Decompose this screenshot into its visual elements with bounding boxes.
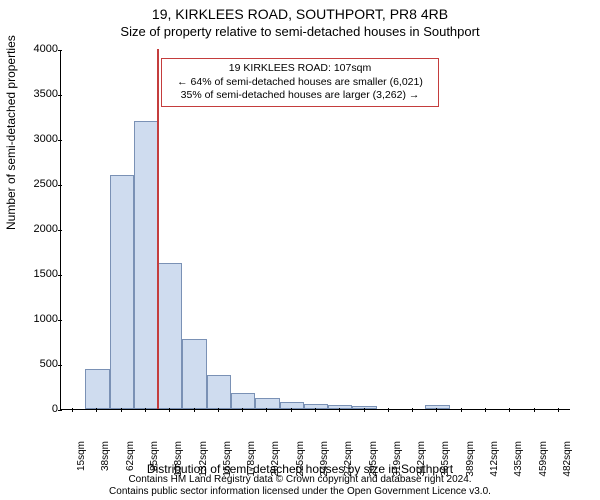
bar xyxy=(182,339,206,409)
x-tick-label: 155sqm xyxy=(222,441,233,481)
bar xyxy=(352,406,376,409)
x-tick-mark xyxy=(461,408,462,412)
x-tick-mark xyxy=(145,408,146,412)
x-tick-label: 319sqm xyxy=(392,441,403,481)
x-tick-label: 62sqm xyxy=(125,441,136,481)
annotation-line: ← 64% of semi-detached houses are smalle… xyxy=(168,76,432,90)
y-tick-label: 500 xyxy=(32,358,58,370)
annotation-box: 19 KIRKLEES ROAD: 107sqm ← 64% of semi-d… xyxy=(161,58,439,107)
page-title: 19, KIRKLEES ROAD, SOUTHPORT, PR8 4RB xyxy=(0,0,600,22)
bar xyxy=(425,405,449,409)
x-tick-label: 295sqm xyxy=(368,441,379,481)
y-tick-mark xyxy=(58,275,62,276)
x-tick-mark xyxy=(121,408,122,412)
bar xyxy=(231,393,255,409)
y-tick-label: 3000 xyxy=(32,133,58,145)
y-tick-label: 1000 xyxy=(32,313,58,325)
x-tick-label: 225sqm xyxy=(295,441,306,481)
bar xyxy=(328,405,352,409)
x-tick-label: 178sqm xyxy=(246,441,257,481)
x-tick-mark xyxy=(558,408,559,412)
annotation-line: 19 KIRKLEES ROAD: 107sqm xyxy=(168,62,432,76)
y-tick-mark xyxy=(58,140,62,141)
x-tick-label: 342sqm xyxy=(416,441,427,481)
bar xyxy=(158,263,182,409)
y-tick-label: 4000 xyxy=(32,43,58,55)
x-tick-label: 482sqm xyxy=(562,441,573,481)
x-tick-mark xyxy=(169,408,170,412)
y-tick-mark xyxy=(58,185,62,186)
x-tick-label: 365sqm xyxy=(440,441,451,481)
bar xyxy=(85,369,109,409)
x-tick-mark xyxy=(364,408,365,412)
y-tick-mark xyxy=(58,320,62,321)
x-tick-label: 108sqm xyxy=(173,441,184,481)
y-tick-mark xyxy=(58,230,62,231)
y-tick-mark xyxy=(58,365,62,366)
chart-area: 19 KIRKLEES ROAD: 107sqm ← 64% of semi-d… xyxy=(60,50,570,410)
bar xyxy=(255,398,279,409)
marker-line xyxy=(157,49,159,409)
bar xyxy=(110,175,134,409)
x-tick-mark xyxy=(436,408,437,412)
x-tick-label: 459sqm xyxy=(538,441,549,481)
x-tick-mark xyxy=(339,408,340,412)
page-subtitle: Size of property relative to semi-detach… xyxy=(0,22,600,39)
annotation-line: 35% of semi-detached houses are larger (… xyxy=(168,89,432,103)
x-tick-mark xyxy=(242,408,243,412)
x-tick-mark xyxy=(266,408,267,412)
y-tick-label: 2000 xyxy=(32,223,58,235)
x-tick-mark xyxy=(388,408,389,412)
bar xyxy=(280,402,304,409)
x-tick-mark xyxy=(72,408,73,412)
x-tick-label: 412sqm xyxy=(489,441,500,481)
y-tick-mark xyxy=(58,95,62,96)
x-tick-label: 38sqm xyxy=(100,441,111,481)
x-tick-mark xyxy=(96,408,97,412)
x-tick-mark xyxy=(509,408,510,412)
x-tick-label: 85sqm xyxy=(149,441,160,481)
x-tick-mark xyxy=(194,408,195,412)
y-tick-label: 0 xyxy=(32,403,58,415)
x-tick-mark xyxy=(485,408,486,412)
x-tick-mark xyxy=(412,408,413,412)
plot-area: 19 KIRKLEES ROAD: 107sqm ← 64% of semi-d… xyxy=(60,50,570,410)
footer-line: Contains public sector information licen… xyxy=(0,486,600,498)
y-axis-label: Number of semi-detached properties xyxy=(4,35,18,230)
x-tick-label: 389sqm xyxy=(465,441,476,481)
x-tick-mark xyxy=(315,408,316,412)
y-tick-label: 1500 xyxy=(32,268,58,280)
y-tick-mark xyxy=(58,410,62,411)
x-tick-label: 132sqm xyxy=(198,441,209,481)
y-tick-label: 3500 xyxy=(32,88,58,100)
x-tick-mark xyxy=(291,408,292,412)
x-tick-label: 272sqm xyxy=(343,441,354,481)
x-tick-mark xyxy=(218,408,219,412)
y-tick-mark xyxy=(58,50,62,51)
y-tick-label: 2500 xyxy=(32,178,58,190)
x-tick-label: 15sqm xyxy=(76,441,87,481)
x-tick-mark xyxy=(534,408,535,412)
bar xyxy=(134,121,158,409)
x-tick-label: 202sqm xyxy=(270,441,281,481)
x-tick-label: 249sqm xyxy=(319,441,330,481)
bar xyxy=(207,375,231,409)
x-tick-label: 435sqm xyxy=(513,441,524,481)
